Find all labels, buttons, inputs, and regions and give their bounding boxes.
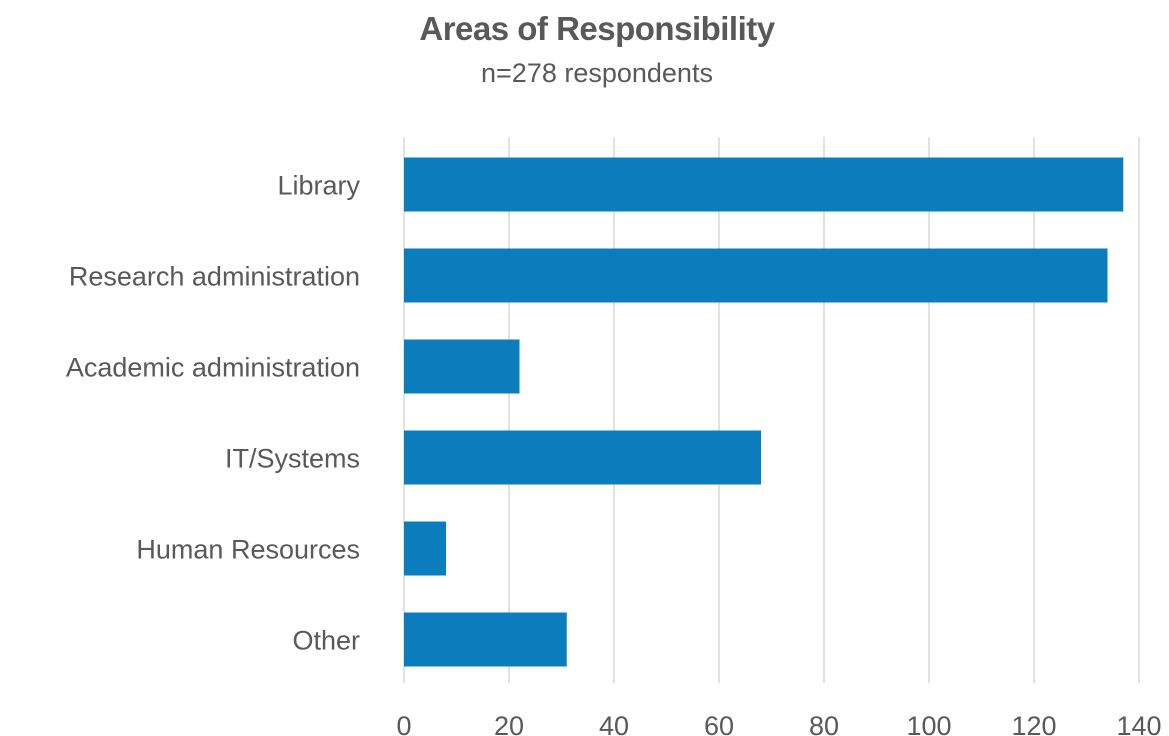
x-tick-label: 120: [1011, 711, 1056, 736]
bars: [404, 157, 1124, 667]
x-tick-label: 80: [809, 711, 839, 736]
category-label: IT/Systems: [225, 444, 360, 474]
x-tick-label: 60: [704, 711, 734, 736]
grid-lines: [403, 137, 1140, 683]
x-tick-label: 140: [1116, 711, 1161, 736]
bar-other: [404, 612, 567, 667]
x-tick-label: 20: [494, 711, 524, 736]
category-label: Academic administration: [66, 353, 360, 383]
category-label: Human Resources: [136, 535, 360, 565]
x-tick-labels: 0 20 40 60 80 100 120 140: [396, 711, 1161, 736]
category-label: Other: [292, 626, 360, 656]
bar-academic-administration: [404, 339, 520, 394]
chart-subtitle: n=278 respondents: [481, 58, 713, 88]
chart-title: Areas of Responsibility: [419, 10, 775, 47]
category-label: Library: [277, 171, 360, 201]
x-tick-label: 100: [906, 711, 951, 736]
bar-human-resources: [404, 521, 446, 576]
bar-it-systems: [404, 430, 761, 485]
bar-research-administration: [404, 248, 1108, 303]
category-labels: Library Research administration Academic a…: [66, 171, 361, 656]
x-tick-label: 40: [599, 711, 629, 736]
x-tick-label: 0: [396, 711, 411, 736]
category-label: Research administration: [69, 262, 360, 292]
bar-library: [404, 157, 1124, 212]
